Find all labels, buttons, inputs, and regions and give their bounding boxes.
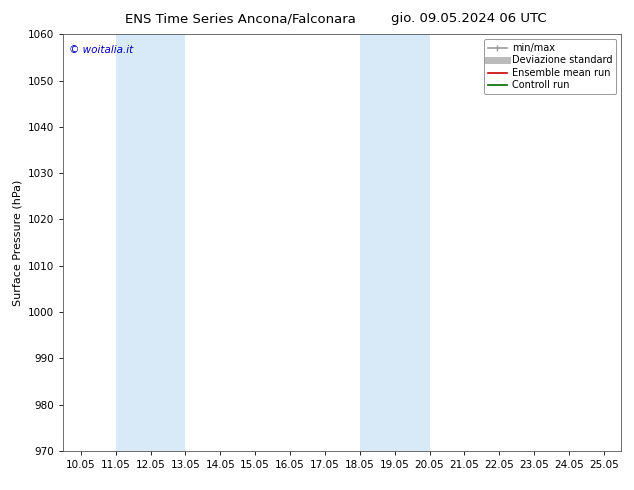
Legend: min/max, Deviazione standard, Ensemble mean run, Controll run: min/max, Deviazione standard, Ensemble m… <box>484 39 616 94</box>
Bar <box>116 34 185 451</box>
Text: gio. 09.05.2024 06 UTC: gio. 09.05.2024 06 UTC <box>391 12 547 25</box>
Text: © woitalia.it: © woitalia.it <box>69 45 133 55</box>
Y-axis label: Surface Pressure (hPa): Surface Pressure (hPa) <box>13 179 23 306</box>
Text: ENS Time Series Ancona/Falconara: ENS Time Series Ancona/Falconara <box>126 12 356 25</box>
Bar <box>359 34 429 451</box>
